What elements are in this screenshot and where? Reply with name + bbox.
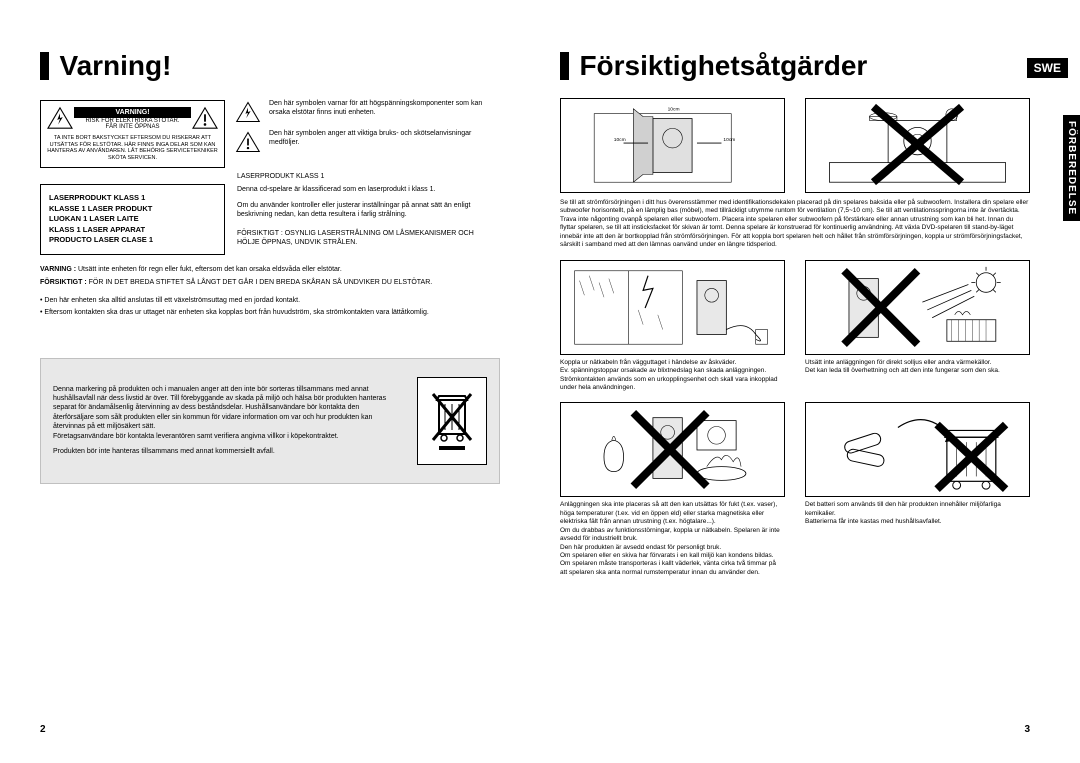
weee-bin-box [417, 377, 487, 465]
bolt-triangle-icon [235, 100, 261, 124]
laser-line: KLASSE 1 LASER PRODUKT [49, 204, 216, 215]
laser-class-box: LASERPRODUKT KLASS 1 KLASSE 1 LASER PROD… [40, 184, 225, 255]
exclaim-triangle-icon [191, 106, 219, 130]
svg-text:10cm: 10cm [668, 107, 680, 113]
recycling-text: Denna markering på produkten och i manua… [53, 385, 399, 457]
recycling-panel: Denna markering på produkten och i manua… [40, 358, 500, 484]
page-title: Försiktighetsåtgärder [579, 50, 867, 82]
title-row: Försiktighetsåtgärder [560, 50, 1030, 82]
figure-battery-disposal [805, 402, 1030, 497]
section-tab: FÖRBEREDELSE [1063, 115, 1080, 221]
warning-lower: TA INTE BORT BAKSTYCKET EFTERSOM DU RISK… [44, 132, 221, 164]
page-number: 2 [40, 724, 46, 735]
laser-line: LUOKAN 1 LASER LAITE [49, 214, 216, 225]
symbol-text-1: Den här symbolen varnar för att högspänn… [269, 100, 500, 118]
figure-no-moisture [560, 402, 785, 497]
bullet-item: Eftersom kontakten ska dras ur uttaget n… [40, 308, 500, 317]
page-number: 3 [1024, 724, 1030, 735]
svg-text:10cm: 10cm [723, 137, 735, 143]
title-accent [560, 52, 569, 80]
symbol-column: Den här symbolen varnar för att högspänn… [235, 100, 500, 168]
warning-top-row: VARNING! RISK FÖR ELEKTRISKA STÖTAR. FÅR… [40, 100, 500, 168]
varning-line: VARNING : Utsätt inte enheten för regn e… [40, 265, 500, 274]
laser-text-column: LASERPRODUKT KLASS 1 Denna cd-spelare är… [237, 168, 487, 253]
bullet-item: Den här enheten ska alltid anslutas till… [40, 296, 500, 305]
caption: Utsätt inte anläggningen för direkt soll… [805, 359, 1030, 376]
figure-lightning [560, 260, 785, 355]
page-left: Varning! VARNING! RISK FÖR ELEKTRISKA ST… [0, 0, 540, 763]
caption: Det batteri som används till den här pro… [805, 501, 1030, 526]
bolt-triangle-icon [46, 106, 74, 130]
top-paragraph: Se till att strömförsörjningen i ditt hu… [560, 199, 1030, 250]
figure-no-sun [805, 260, 1030, 355]
forsiktigt-line: FÖRSIKTIGT : FÖR IN DET BREDA STIFTET SÅ… [40, 278, 500, 287]
laser-heading: LASERPRODUKT KLASS 1 [237, 172, 487, 181]
title-accent [40, 52, 49, 80]
symbol-text-2: Den här symbolen anger att viktiga bruks… [269, 130, 500, 148]
warning-mid2: FÅR INTE ÖPPNAS [74, 124, 191, 130]
figure-ventilation: 10cm 10cm 10cm [560, 98, 785, 193]
caption: Koppla ur nätkabeln från vägguttaget i h… [560, 359, 785, 393]
language-badge: SWE [1027, 58, 1068, 78]
warning-mid1: RISK FÖR ELEKTRISKA STÖTAR. [74, 118, 191, 124]
prohibition-x-icon [806, 261, 1029, 354]
figure-no-stack [805, 98, 1030, 193]
warning-box: VARNING! RISK FÖR ELEKTRISKA STÖTAR. FÅR… [40, 100, 225, 168]
laser-p1: Denna cd-spelare är klassificerad som en… [237, 185, 487, 194]
page-right: Försiktighetsåtgärder SWE FÖRBEREDELSE 1… [540, 0, 1080, 763]
laser-line: KLASS 1 LASER APPARAT [49, 225, 216, 236]
warning-header: VARNING! [74, 107, 191, 118]
prohibition-x-icon [806, 403, 1029, 496]
title-row: Varning! [40, 50, 500, 82]
prohibition-x-icon [561, 403, 784, 496]
crossed-bin-icon [427, 388, 477, 453]
laser-line: LASERPRODUKT KLASS 1 [49, 193, 216, 204]
bullet-list: Den här enheten ska alltid anslutas till… [40, 296, 500, 318]
laser-line: PRODUCTO LASER CLASE 1 [49, 235, 216, 246]
laser-p3: FÖRSIKTIGT : OSYNLIG LASERSTRÅLNING OM L… [237, 229, 487, 247]
page-title: Varning! [59, 50, 171, 82]
svg-text:10cm: 10cm [614, 137, 626, 143]
exclaim-triangle-icon [235, 130, 261, 154]
laser-p2: Om du använder kontroller eller justerar… [237, 201, 487, 219]
prohibition-x-icon [806, 99, 1029, 192]
caption: Anläggningen ska inte placeras så att de… [560, 501, 785, 577]
